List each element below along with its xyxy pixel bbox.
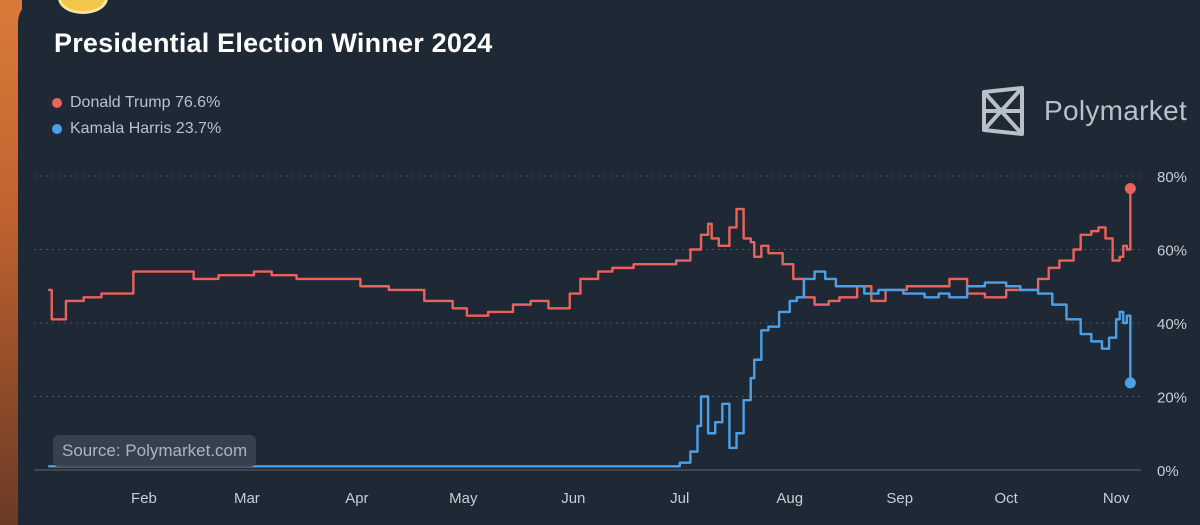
legend-dot-trump <box>52 98 62 108</box>
legend-label-harris: Kamala Harris 23.7% <box>70 120 222 137</box>
brand-name: Polymarket <box>1044 95 1188 126</box>
x-tick-label: Jun <box>561 490 585 507</box>
page-title: Presidential Election Winner 2024 <box>54 28 493 58</box>
y-tick-label: 60% <box>1157 243 1187 260</box>
legend-item-harris: Kamala Harris 23.7% <box>52 116 221 142</box>
x-tick-label: Mar <box>234 490 260 507</box>
legend-dot-harris <box>52 124 62 134</box>
x-tick-label: Oct <box>995 490 1019 507</box>
y-tick-label: 80% <box>1157 169 1187 186</box>
x-tick-label: Sep <box>886 490 913 507</box>
chart-card: 0% 20% 40% 60% 80% Feb Mar Apr May Jun Jul Aug Sep Oc… <box>18 0 1200 525</box>
polymarket-logo: Polymarket <box>980 86 1187 136</box>
x-tick-label: May <box>449 490 478 507</box>
legend-item-trump: Donald Trump 76.6% <box>52 90 221 116</box>
series-end-point <box>1124 377 1136 389</box>
background-strip <box>0 0 22 525</box>
x-tick-label: Nov <box>1103 490 1130 507</box>
series-line-kamala-harris <box>48 270 1132 468</box>
x-tick-label: Apr <box>345 490 368 507</box>
x-tick-label: Jul <box>670 490 689 507</box>
source-label: Source: Polymarket.com <box>53 435 257 467</box>
y-tick-label: 20% <box>1157 390 1187 407</box>
chart-legend: Donald Trump 76.6% Kamala Harris 23.7% <box>52 90 221 142</box>
series-end-point <box>1124 182 1136 194</box>
chart-plot-area: 0% 20% 40% 60% 80% Feb Mar Apr May Jun Jul Aug Sep Oc… <box>34 169 1187 507</box>
polymarket-logo-icon <box>982 86 1024 136</box>
legend-label-trump: Donald Trump 76.6% <box>70 94 221 111</box>
y-tick-label: 40% <box>1157 316 1187 333</box>
x-tick-label: Feb <box>131 490 157 507</box>
series-line-donald-trump <box>48 188 1132 321</box>
y-tick-label: 0% <box>1157 463 1179 480</box>
x-tick-label: Aug <box>776 490 803 507</box>
